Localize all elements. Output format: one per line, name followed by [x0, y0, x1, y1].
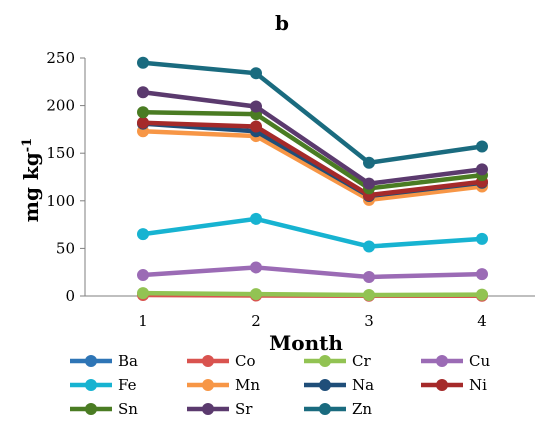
legend-swatch-marker: [319, 379, 331, 391]
data-point-cu-3: [363, 270, 375, 283]
data-point-sr-3: [363, 177, 375, 190]
y-axis-label-group: mg kg-1: [19, 138, 43, 222]
data-point-zn-3: [363, 156, 375, 169]
data-point-fe-3: [363, 240, 375, 253]
legend-item-sn: Sn: [70, 400, 138, 418]
y-ticks: 0 50 100 150 200 250: [46, 49, 85, 305]
data-point-cr-2: [250, 288, 262, 301]
legend-item-ba: Ba: [70, 352, 138, 370]
data-point-sr-1: [137, 86, 149, 99]
data-point-sr-2: [250, 100, 262, 113]
legend-swatch-marker: [202, 403, 214, 415]
legend-label: Ba: [118, 352, 138, 370]
legend-swatch-marker: [85, 355, 97, 367]
series-cr: [137, 287, 488, 302]
legend-swatch-marker: [436, 355, 448, 367]
legend-label: Sr: [235, 400, 253, 418]
data-point-fe-4: [476, 232, 488, 245]
y-tick-label: 0: [65, 287, 75, 305]
data-point-zn-1: [137, 56, 149, 69]
data-point-cu-4: [476, 268, 488, 281]
data-point-zn-2: [250, 67, 262, 80]
data-point-cr-4: [476, 288, 488, 301]
chart-title: b: [275, 11, 289, 35]
x-axis-label: Month: [269, 331, 343, 355]
y-tick-label: 200: [46, 97, 75, 115]
legend-item-fe: Fe: [70, 376, 137, 394]
y-tick-label: 150: [46, 144, 75, 162]
legend-label: Zn: [352, 400, 372, 418]
series-line-fe: [142, 216, 483, 249]
data-point-fe-1: [137, 228, 149, 241]
series-line-mn: [142, 129, 483, 203]
legend-label: Na: [352, 376, 374, 394]
legend-item-na: Na: [304, 376, 374, 394]
x-tick-label: 1: [138, 312, 148, 330]
series-line-sn: [142, 110, 483, 191]
x-tick-label: 3: [364, 312, 374, 330]
data-point-zn-4: [476, 140, 488, 153]
legend-item-cr: Cr: [304, 352, 371, 370]
legend-item-co: Co: [187, 352, 256, 370]
legend-label: Fe: [118, 376, 137, 394]
series-line-ni: [142, 120, 483, 198]
data-point-sr-4: [476, 163, 488, 176]
legend-swatch-marker: [319, 355, 331, 367]
y-tick-label: 100: [46, 192, 75, 210]
series-group: [137, 56, 488, 302]
legend-label: Cu: [469, 352, 490, 370]
legend-swatch-marker: [436, 379, 448, 391]
y-axis-label: mg kg-1: [19, 138, 43, 222]
legend-item-sr: Sr: [187, 400, 253, 418]
legend-swatch-marker: [85, 403, 97, 415]
legend-swatch-marker: [319, 403, 331, 415]
legend-swatch-marker: [202, 355, 214, 367]
data-point-cr-1: [137, 287, 149, 300]
y-tick-label: 50: [56, 239, 75, 257]
series-sr: [137, 86, 488, 190]
legend-label: Cr: [352, 352, 371, 370]
data-point-cr-3: [363, 289, 375, 302]
data-point-cu-2: [250, 261, 262, 274]
series-fe: [137, 212, 488, 253]
legend-label: Co: [235, 352, 256, 370]
series-line-sr: [142, 90, 483, 186]
x-ticks: 1 2 3 4: [138, 296, 487, 330]
legend-label: Sn: [118, 400, 138, 418]
data-point-cu-1: [137, 269, 149, 282]
x-tick-label: 2: [251, 312, 261, 330]
series-cu: [137, 261, 488, 283]
series-line-zn: [142, 60, 483, 165]
series-zn: [137, 56, 488, 169]
legend-item-ni: Ni: [421, 376, 487, 394]
legend-item-cu: Cu: [421, 352, 490, 370]
series-line-cu: [142, 265, 483, 280]
series-line-cr: [142, 290, 483, 298]
legend-item-mn: Mn: [187, 376, 260, 394]
data-point-fe-2: [250, 212, 262, 225]
series-ni: [137, 116, 488, 202]
legend-item-zn: Zn: [304, 400, 372, 418]
legend-swatch-marker: [202, 379, 214, 391]
data-point-sn-1: [137, 106, 149, 119]
x-tick-label: 4: [477, 312, 487, 330]
legend-label: Ni: [469, 376, 487, 394]
legend-swatch-marker: [85, 379, 97, 391]
legend-label: Mn: [235, 376, 260, 394]
data-point-ni-2: [250, 120, 262, 133]
y-tick-label: 250: [46, 49, 75, 67]
data-point-ni-1: [137, 116, 149, 129]
legend: Ba Co Cr Cu Fe Mn Na Ni Sn Sr Zn: [70, 352, 490, 418]
